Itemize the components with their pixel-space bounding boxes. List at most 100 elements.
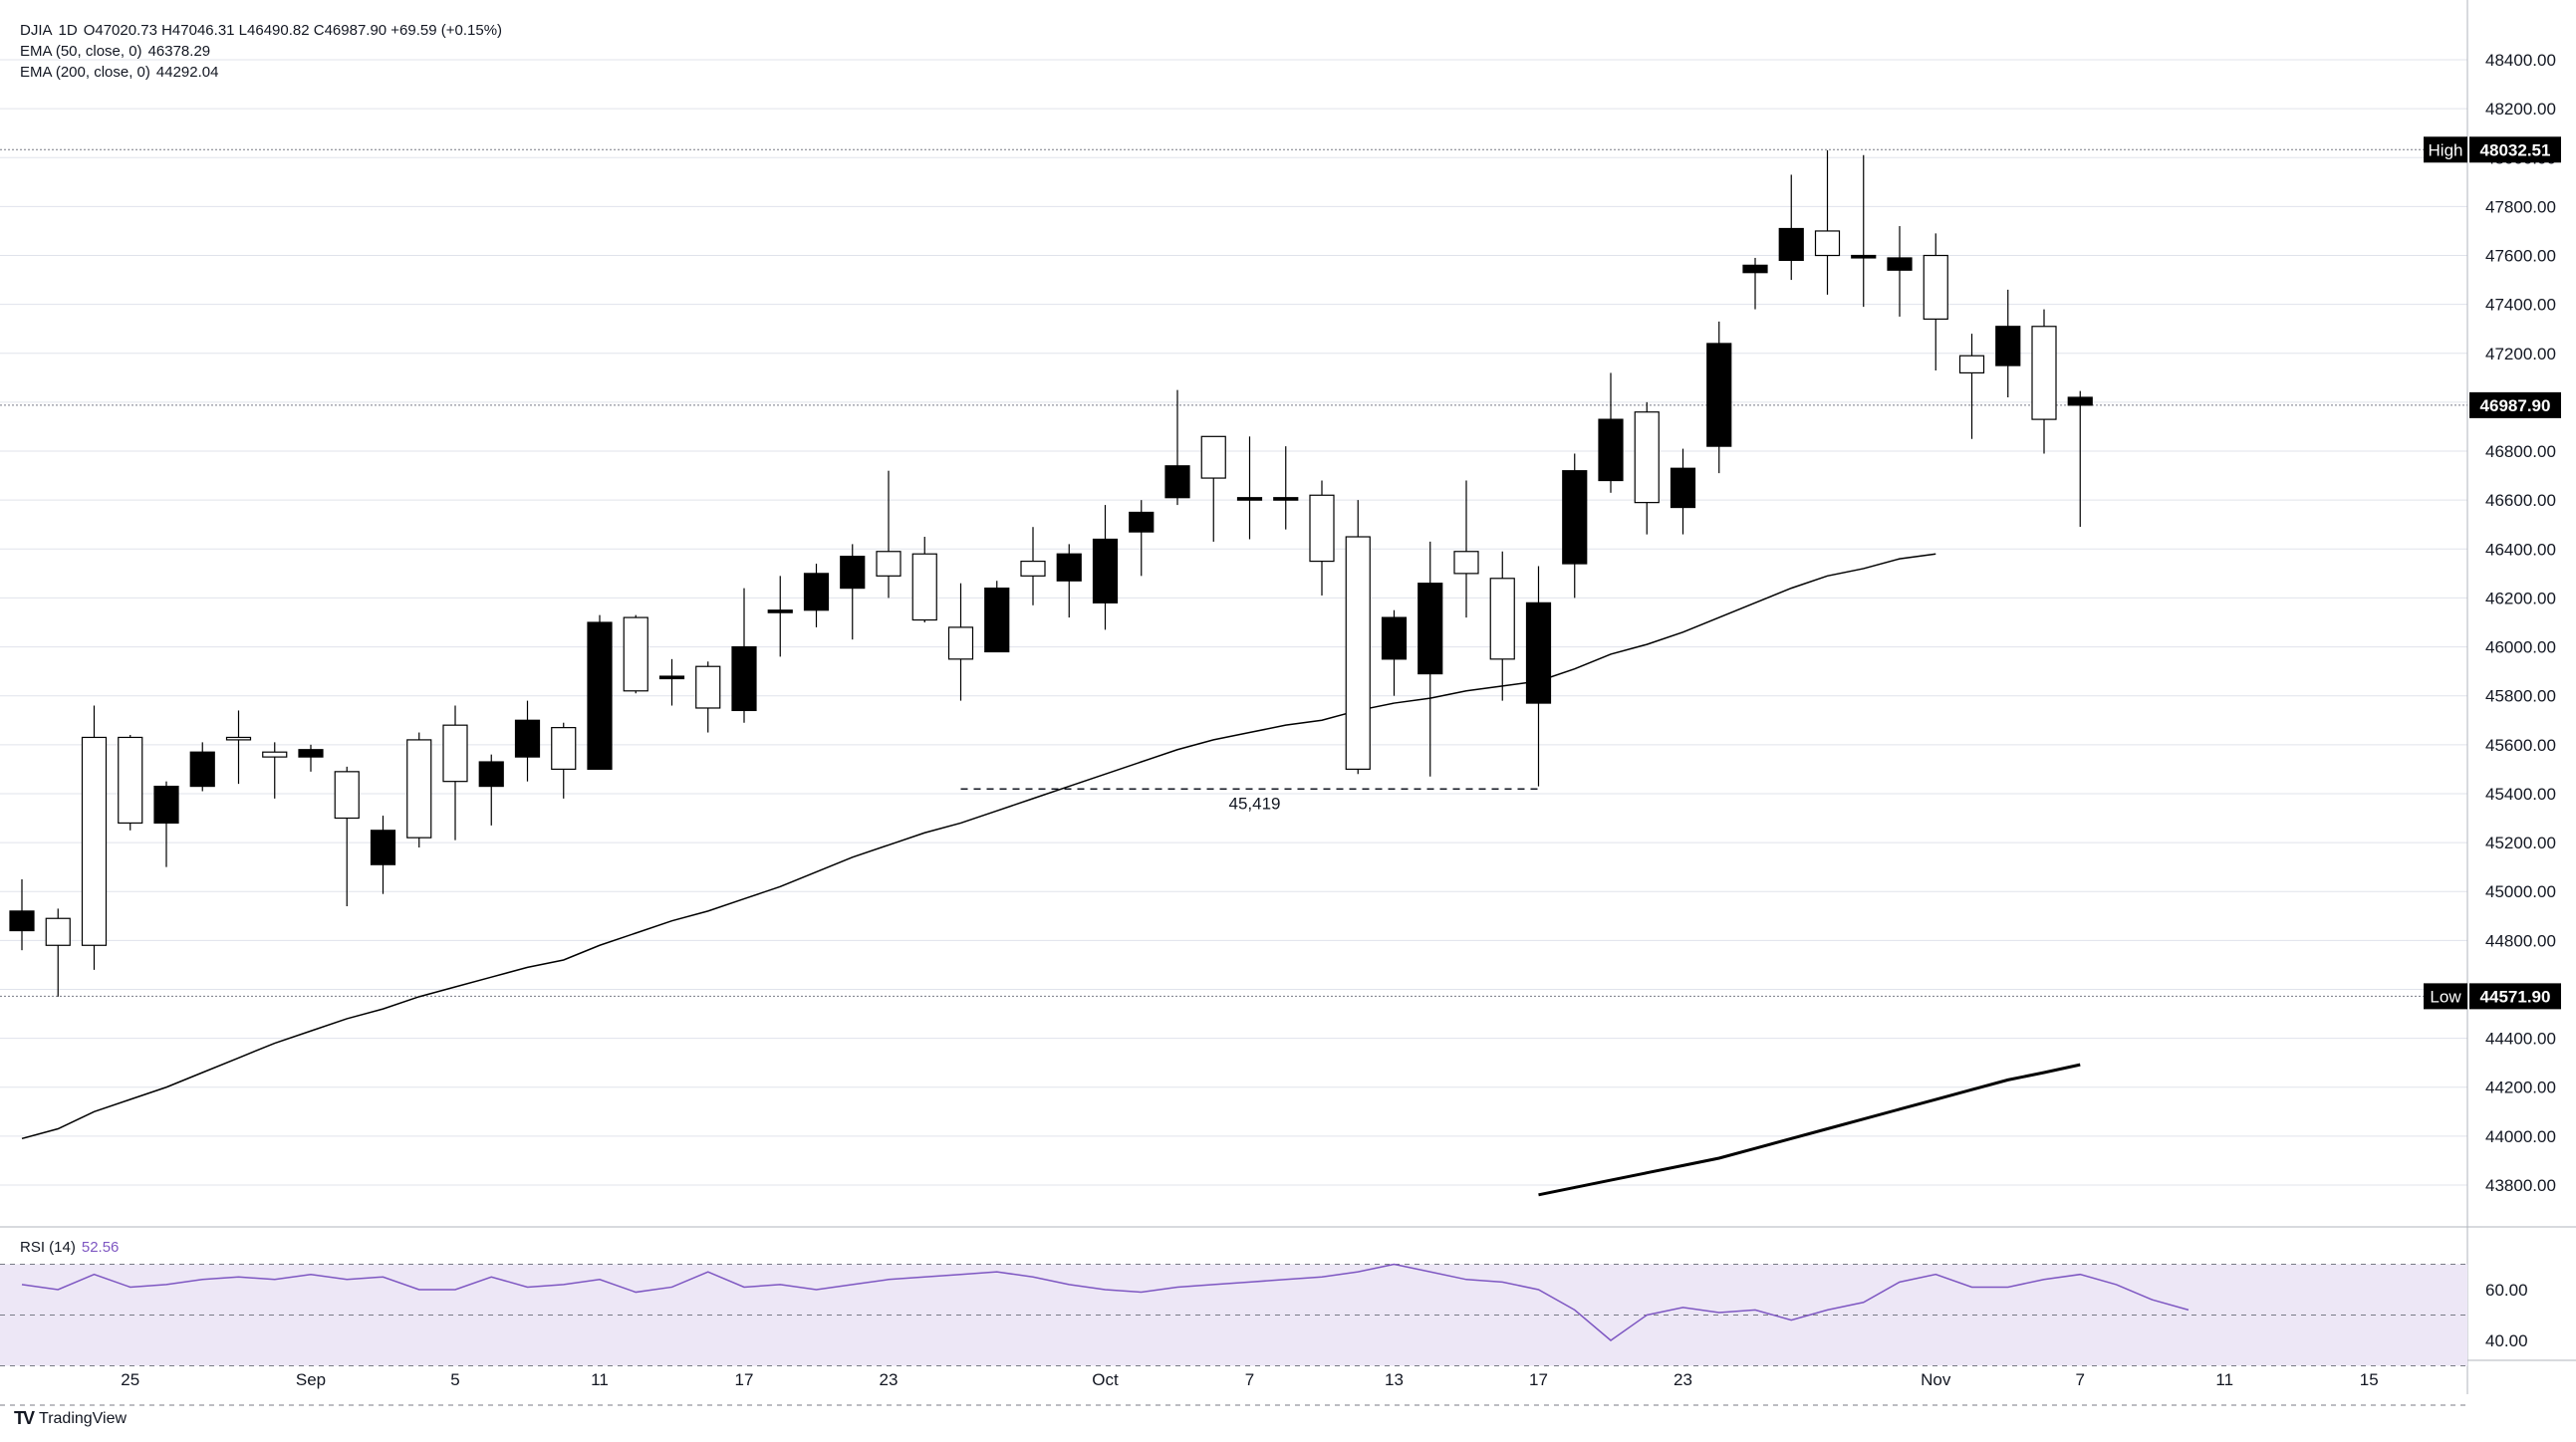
candle-body bbox=[767, 609, 793, 613]
ema200-line bbox=[1538, 1063, 2081, 1197]
tradingview-brand[interactable]: TV TradingView bbox=[14, 1408, 127, 1429]
candle bbox=[1923, 233, 1948, 370]
ema200-label: EMA (200, close, 0) bbox=[20, 64, 150, 81]
candle-body bbox=[1598, 418, 1624, 482]
candle-body bbox=[623, 616, 648, 692]
candle-body bbox=[334, 771, 360, 820]
candle bbox=[658, 658, 685, 706]
last-price-tag-value-box bbox=[2469, 391, 2561, 418]
candle-body bbox=[840, 556, 866, 590]
candle bbox=[876, 470, 902, 599]
candle bbox=[1020, 527, 1046, 605]
candle bbox=[370, 816, 396, 894]
x-tick-label: Nov bbox=[1921, 1370, 1951, 1389]
candle bbox=[2067, 390, 2093, 527]
y-tick-label: 47800.00 bbox=[2485, 197, 2556, 216]
y-tick-label: 47400.00 bbox=[2485, 296, 2556, 315]
candle bbox=[623, 614, 648, 694]
candle-body bbox=[1489, 578, 1515, 660]
symbol-name[interactable]: DJIA bbox=[20, 22, 53, 39]
y-tick-label: 45400.00 bbox=[2485, 785, 2556, 804]
candle bbox=[298, 744, 324, 772]
y-tick-label: 46800.00 bbox=[2485, 442, 2556, 461]
y-tick-label: 44400.00 bbox=[2485, 1030, 2556, 1049]
candle-body bbox=[370, 830, 396, 865]
candle bbox=[947, 583, 974, 701]
candle bbox=[1453, 480, 1479, 618]
candle bbox=[225, 710, 252, 785]
candle-body bbox=[478, 761, 504, 788]
candle-body bbox=[658, 675, 685, 680]
interval-label[interactable]: 1D bbox=[58, 22, 78, 39]
candle-body bbox=[1887, 257, 1913, 271]
candle bbox=[334, 766, 360, 906]
candle bbox=[81, 705, 108, 970]
y-tick-label: 44800.00 bbox=[2485, 931, 2556, 950]
high-tag-value: 48032.51 bbox=[2480, 140, 2551, 159]
candle-body bbox=[1381, 616, 1408, 660]
symbol-row: DJIA 1D O47020.73 H47046.31 L46490.82 C469… bbox=[20, 20, 508, 41]
ema50-line bbox=[21, 553, 1936, 1140]
low-tag: Low 44571.90 bbox=[2424, 983, 2561, 1010]
y-tick-label: 46200.00 bbox=[2485, 589, 2556, 607]
candle bbox=[478, 754, 504, 826]
rsi-tick-label: 40.00 bbox=[2485, 1331, 2528, 1350]
high-tag-value-box bbox=[2469, 136, 2561, 163]
low-tag-value-box bbox=[2469, 983, 2561, 1010]
candle bbox=[1742, 257, 1768, 310]
candle bbox=[1562, 453, 1588, 599]
y-tick-label: 46400.00 bbox=[2485, 540, 2556, 559]
candle-body bbox=[1778, 227, 1804, 262]
rsi-tick-label: 60.00 bbox=[2485, 1281, 2528, 1300]
candle bbox=[1489, 551, 1515, 701]
x-tick-label: 11 bbox=[2215, 1370, 2233, 1389]
candle bbox=[1778, 174, 1804, 281]
candle-body bbox=[876, 551, 902, 577]
candle-body bbox=[1670, 467, 1696, 509]
candle-body bbox=[731, 645, 757, 712]
candle bbox=[1345, 500, 1371, 775]
candle-body bbox=[1056, 553, 1082, 582]
ema50-row[interactable]: EMA (50, close, 0) 46378.29 bbox=[20, 41, 508, 62]
candle bbox=[803, 564, 830, 627]
candle-body bbox=[1923, 254, 1948, 320]
candle bbox=[1525, 566, 1552, 787]
candle bbox=[2031, 309, 2057, 454]
candle bbox=[587, 614, 613, 770]
candle-body bbox=[2067, 396, 2093, 406]
candle bbox=[45, 908, 71, 997]
candle-body bbox=[803, 573, 830, 611]
ema50-label: EMA (50, close, 0) bbox=[20, 43, 142, 60]
candle-body bbox=[2031, 326, 2057, 420]
candle-body bbox=[1995, 326, 2021, 366]
x-tick-label: 23 bbox=[1674, 1370, 1692, 1389]
candle bbox=[189, 742, 215, 792]
high-tag-label: High bbox=[2429, 140, 2463, 159]
rsi-legend[interactable]: RSI (14) 52.56 bbox=[20, 1239, 119, 1256]
ema200-row[interactable]: EMA (200, close, 0) 44292.04 bbox=[20, 62, 508, 83]
y-tick-label: 48400.00 bbox=[2485, 51, 2556, 70]
candle-body bbox=[1236, 497, 1263, 501]
candle-body bbox=[911, 553, 937, 621]
candle-body bbox=[153, 785, 179, 825]
candle bbox=[1995, 289, 2021, 397]
x-tick-label: 15 bbox=[2360, 1370, 2379, 1389]
candle bbox=[1670, 448, 1696, 535]
candle bbox=[1598, 372, 1624, 493]
candle bbox=[767, 576, 793, 657]
x-tick-label: 17 bbox=[735, 1370, 754, 1389]
high-tag: High 48032.51 bbox=[2424, 136, 2561, 163]
y-tick-label: 45600.00 bbox=[2485, 736, 2556, 755]
candle-body bbox=[984, 588, 1010, 653]
candle bbox=[911, 537, 937, 622]
low-tag-value: 44571.90 bbox=[2480, 987, 2551, 1006]
candle bbox=[153, 781, 179, 867]
candle bbox=[1887, 226, 1913, 317]
low-tag-label-box bbox=[2424, 983, 2467, 1010]
tradingview-logo-icon: TV bbox=[14, 1408, 35, 1428]
x-tick-label: 23 bbox=[880, 1370, 899, 1389]
candle bbox=[840, 544, 866, 640]
x-tick-label: 5 bbox=[450, 1370, 459, 1389]
candle bbox=[1958, 334, 1985, 439]
